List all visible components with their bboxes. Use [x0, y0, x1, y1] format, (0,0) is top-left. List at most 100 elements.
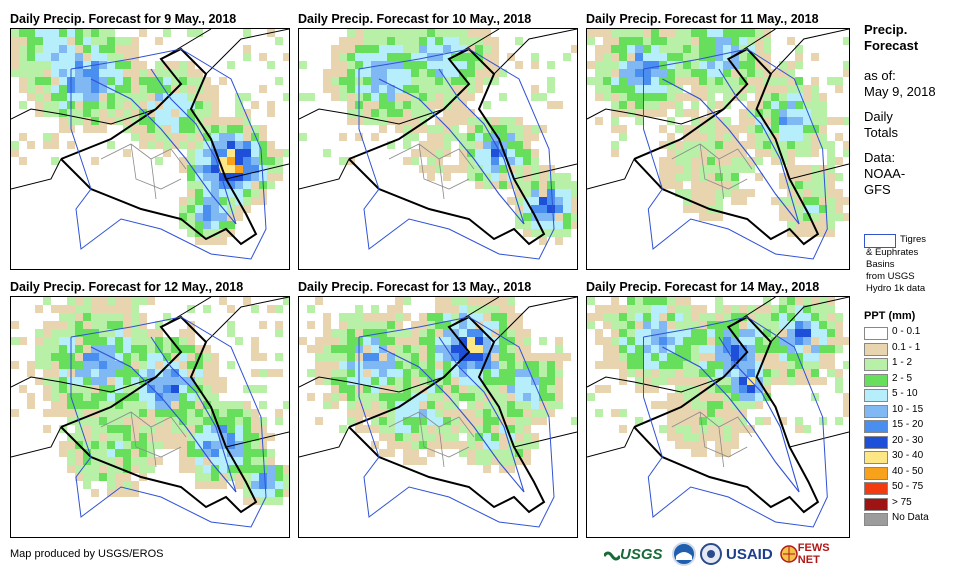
neighbor-border [11, 108, 157, 125]
river-line [438, 336, 525, 493]
neighbor-border [299, 158, 350, 190]
legend-item: 20 - 30 [864, 435, 964, 451]
river-line [378, 78, 525, 225]
noaa-seal-icon [672, 542, 696, 566]
basin-swatch [864, 234, 896, 248]
panel-title: Daily Precip. Forecast for 12 May., 2018 [10, 280, 244, 294]
map-canvas [299, 297, 577, 528]
admin-boundary [438, 158, 445, 200]
legend-item: 0 - 0.1 [864, 326, 964, 342]
legend-swatch [864, 404, 888, 418]
legend-label: 1 - 2 [892, 357, 913, 368]
admin-boundary [718, 426, 725, 468]
daily-label-1: Daily [864, 109, 893, 124]
data-label: Data: [864, 150, 896, 165]
seal-icon [700, 543, 722, 565]
map-canvas [587, 29, 849, 260]
neighbor-border [587, 426, 635, 458]
admin-boundary [130, 411, 182, 458]
neighbor-border [160, 297, 212, 328]
legend-item: 1 - 2 [864, 357, 964, 373]
neighbor-border [299, 376, 445, 393]
legend-label: 15 - 20 [892, 419, 924, 430]
river-line [662, 346, 800, 493]
fews-logo: FEWS NET [780, 540, 854, 568]
legend-swatch [864, 497, 888, 511]
panel-title: Daily Precip. Forecast for 11 May., 2018 [586, 12, 819, 26]
precip-grid [587, 297, 849, 457]
usgs-wave-icon [604, 551, 620, 561]
precip-map [10, 28, 290, 270]
neighbor-border [770, 29, 849, 75]
basin-label-3: Basins [866, 259, 895, 270]
panel-title: Daily Precip. Forecast for 9 May., 2018 [10, 12, 237, 26]
dhs-seal [700, 540, 722, 568]
legend-swatch [864, 389, 888, 402]
legend-label: 0 - 0.1 [892, 326, 921, 337]
side-title-line1: Precip. [864, 22, 908, 37]
river-line [90, 346, 237, 493]
asof-date: May 9, 2018 [864, 84, 936, 99]
side-title-line2: Forecast [864, 38, 919, 53]
river-line [718, 336, 800, 493]
legend-swatch [864, 513, 888, 526]
neighbor-border [728, 29, 776, 60]
legend-label: 10 - 15 [892, 403, 924, 415]
precip-grid [11, 297, 289, 505]
neighbor-border [448, 29, 500, 60]
river-line [90, 78, 237, 225]
admin-boundary [699, 143, 748, 190]
admin-boundary [150, 426, 157, 468]
legend-label: > 75 [892, 496, 912, 508]
basin-outline [358, 48, 555, 260]
neighbor-border [493, 29, 577, 75]
legend-swatch [864, 435, 888, 449]
legend-item: 15 - 20 [864, 419, 964, 435]
data-source-2: GFS [864, 182, 891, 197]
legend-item: No Data [864, 512, 964, 528]
precip-grid [299, 297, 577, 473]
precip-map [298, 28, 578, 270]
legend-item: 5 - 10 [864, 388, 964, 404]
basin-outline [643, 316, 828, 528]
usgs-logo: USGS [604, 540, 663, 568]
map-canvas [587, 297, 849, 528]
legend-swatch [864, 451, 888, 464]
neighbor-border [299, 426, 350, 458]
neighbor-border [728, 297, 776, 328]
map-canvas [299, 29, 577, 260]
legend-label: 50 - 75 [892, 481, 924, 492]
legend-swatch [864, 327, 888, 340]
legend-label: No Data [892, 512, 929, 523]
precip-map [10, 296, 290, 538]
neighbor-border [448, 297, 500, 328]
country-border [633, 47, 820, 246]
map-credit: Map produced by USGS/EROS [10, 548, 164, 560]
fews-globe-icon [780, 545, 798, 563]
precip-grid [587, 29, 849, 237]
neighbor-border [205, 29, 289, 75]
legend-label: 0.1 - 1 [892, 341, 921, 353]
admin-boundary [418, 143, 470, 190]
legend-swatch [864, 373, 888, 387]
data-source-1: NOAA- [864, 166, 906, 181]
river-line [718, 68, 800, 225]
precip-map [298, 296, 578, 538]
neighbor-border [513, 163, 577, 180]
neighbor-border [587, 108, 724, 125]
legend-item: 0.1 - 1 [864, 342, 964, 358]
legend-item: 50 - 75 [864, 481, 964, 497]
neighbor-border [11, 158, 62, 190]
legend-swatch [864, 358, 888, 371]
neighbor-border [225, 163, 289, 180]
basin-outline [70, 316, 267, 528]
legend-item: 40 - 50 [864, 466, 964, 482]
legend-label: 2 - 5 [892, 372, 913, 384]
legend-title: PPT (mm) [864, 310, 916, 322]
logo-strip: USGS USAID FEWS NET [604, 540, 854, 570]
neighbor-border [789, 163, 849, 180]
legend-label: 40 - 50 [892, 465, 924, 477]
legend-item: > 75 [864, 497, 964, 513]
admin-boundary [699, 411, 748, 458]
basin-label-1: Tigres [900, 234, 927, 245]
